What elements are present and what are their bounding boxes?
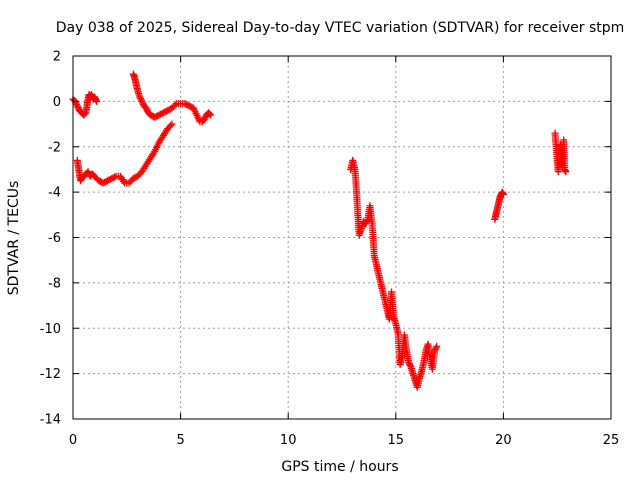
data-point: [139, 99, 147, 107]
data-point: [200, 116, 208, 124]
series-arc-2: [73, 120, 176, 187]
y-tick-label: -12: [40, 367, 61, 382]
data-point: [138, 97, 146, 105]
y-tick-label: -2: [48, 140, 61, 155]
data-point: [201, 114, 209, 122]
x-tick-label: 20: [495, 433, 512, 448]
grid-layer: [73, 56, 611, 419]
data-point: [206, 110, 214, 118]
x-tick-label: 5: [176, 433, 184, 448]
x-tick-label: 10: [280, 433, 297, 448]
data-point: [562, 168, 570, 176]
data-point: [194, 113, 202, 121]
data-point: [362, 220, 370, 228]
data-point: [93, 97, 101, 105]
series-arc-3: [129, 70, 215, 126]
data-point: [143, 106, 151, 114]
data-point: [168, 120, 176, 128]
y-tick-label: -8: [48, 276, 61, 291]
y-axis-label: SDTVAR / TECUs: [6, 181, 22, 296]
y-tick-label: 2: [53, 50, 61, 65]
data-point: [111, 173, 119, 181]
data-point: [167, 122, 175, 130]
y-tick-label: -14: [40, 413, 61, 428]
data-point: [171, 101, 179, 109]
y-tick-label: 0: [53, 95, 61, 110]
series-arc-5: [491, 188, 507, 223]
y-tick-label: -10: [40, 322, 61, 337]
series-arc-4: [347, 156, 441, 391]
points-layer: [69, 70, 570, 391]
x-axis-label: GPS time / hours: [281, 459, 398, 475]
y-tick-label: -6: [48, 231, 61, 246]
data-point: [432, 344, 440, 352]
x-tick-label: 15: [388, 433, 405, 448]
y-tick-label: -4: [48, 186, 61, 201]
data-point: [405, 360, 413, 368]
series-arc-1: [69, 91, 101, 119]
data-point: [207, 111, 215, 119]
data-point: [499, 190, 507, 198]
data-point: [84, 168, 92, 176]
data-point: [195, 115, 203, 123]
data-point: [405, 358, 413, 366]
data-point: [431, 345, 439, 353]
data-point: [142, 104, 150, 112]
series-arc-6: [551, 129, 570, 176]
data-point: [137, 96, 145, 104]
x-tick-label: 0: [69, 433, 77, 448]
data-point: [406, 361, 414, 369]
data-point: [72, 99, 80, 107]
data-point: [431, 347, 439, 355]
data-point: [74, 103, 82, 111]
data-point: [73, 102, 81, 110]
data-point: [136, 93, 144, 101]
data-point: [433, 342, 441, 350]
chart-title: Day 038 of 2025, Sidereal Day-to-day VTE…: [56, 20, 625, 36]
data-point: [136, 94, 144, 102]
x-tick-label: 25: [603, 433, 620, 448]
data-point: [363, 217, 371, 225]
data-point: [73, 100, 81, 108]
